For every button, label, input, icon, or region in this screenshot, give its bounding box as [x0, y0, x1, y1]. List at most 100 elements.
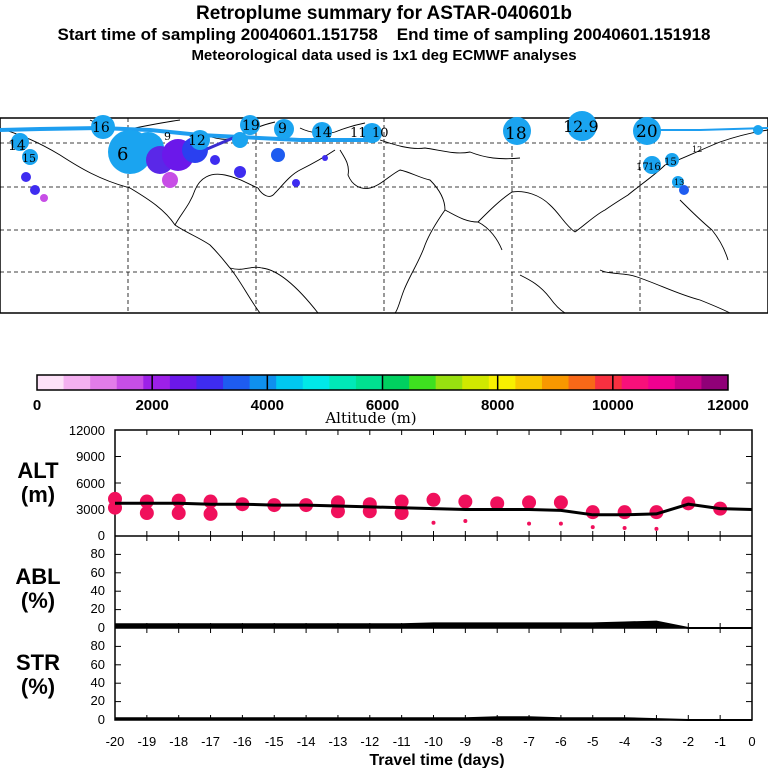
- colorbar-cell: [595, 375, 623, 390]
- colorbar-cell: [169, 375, 197, 390]
- abl-ytick: 20: [91, 601, 105, 616]
- abl-ytick: 0: [98, 620, 105, 635]
- cluster-point: [553, 495, 568, 510]
- colorbar-cell: [568, 375, 596, 390]
- colorbar-cell: [143, 375, 171, 390]
- map-label: 6: [117, 144, 128, 165]
- met-data-note: Meteorological data used is 1x1 deg ECMW…: [191, 47, 577, 64]
- cluster-marker: [240, 115, 260, 135]
- colorbar-cell: [701, 375, 729, 390]
- cluster-point: [171, 506, 186, 521]
- str-ytick: 20: [91, 693, 105, 708]
- cluster-marker: [679, 185, 689, 195]
- cluster-marker: [30, 185, 40, 195]
- colorbar-cell: [90, 375, 118, 390]
- x-ticklabel: -10: [424, 734, 443, 749]
- map-label: 14: [8, 138, 26, 154]
- colorbar-ticklabel: 6000: [366, 397, 399, 414]
- cluster-marker: [503, 117, 531, 145]
- alt-ytick: 12000: [69, 423, 105, 438]
- start-time: Start time of sampling 20040601.151758: [57, 25, 378, 44]
- cluster-marker: [312, 122, 332, 142]
- cluster-marker: [567, 111, 597, 141]
- cluster-marker: [665, 153, 679, 167]
- colorbar-ticklabel: 8000: [481, 397, 514, 414]
- x-ticklabel: -15: [265, 734, 284, 749]
- trajectory-line: [0, 125, 370, 142]
- time-series-panels: ALT (m) ABL (%) STR (%) 12000 9000 6000 …: [15, 423, 755, 768]
- map-label: 17: [636, 162, 649, 173]
- colorbar-cell: [302, 375, 330, 390]
- map-label: 15: [664, 157, 677, 168]
- x-ticklabel: -4: [619, 734, 631, 749]
- x-ticklabel: -19: [137, 734, 156, 749]
- abl-ytick: 40: [91, 583, 105, 598]
- alt-panel-marks: [108, 491, 753, 531]
- x-ticklabel: -1: [714, 734, 726, 749]
- abl-panel-unit: (%): [21, 588, 55, 613]
- cluster-point: [654, 526, 659, 531]
- colorbar-cell: [196, 375, 224, 390]
- x-ticklabel: -16: [233, 734, 252, 749]
- cluster-marker: [271, 148, 285, 162]
- colorbar-cell: [462, 375, 490, 390]
- cluster-point: [558, 521, 563, 526]
- map-label: 15: [22, 152, 36, 165]
- cluster-point: [431, 520, 436, 525]
- map-label: 12: [188, 133, 206, 149]
- map-label: 10: [372, 126, 389, 141]
- cluster-point: [139, 506, 154, 521]
- x-axis-label: Travel time (days): [369, 752, 504, 768]
- colorbar-cell: [355, 375, 383, 390]
- cluster-point: [463, 518, 468, 523]
- str-panel-unit: (%): [21, 674, 55, 699]
- sampling-times: Start time of sampling 20040601.151758 E…: [0, 25, 768, 45]
- colorbar-cell: [37, 375, 65, 390]
- end-time: End time of sampling 20040601.151918: [396, 25, 711, 44]
- str-panel-label: STR: [16, 650, 60, 675]
- map-label: 16: [92, 120, 110, 136]
- x-ticklabel: -8: [491, 734, 503, 749]
- str-panel-marks: [114, 716, 752, 721]
- colorbar-label: Altitude (m): [324, 409, 416, 427]
- cluster-point: [590, 525, 595, 530]
- abl-ytick: 80: [91, 546, 105, 561]
- alt-ytick: 9000: [76, 449, 105, 464]
- cluster-marker: [643, 156, 661, 174]
- map-label: 19: [242, 118, 260, 134]
- map-label: 18: [505, 124, 527, 144]
- colorbar-ticklabel: 4000: [251, 397, 284, 414]
- cluster-point: [139, 494, 154, 509]
- alt-ytick: 3000: [76, 502, 105, 517]
- map-label: 11: [350, 126, 367, 141]
- colorbar-cell: [541, 375, 570, 390]
- map-label: 12: [692, 145, 702, 154]
- colorbar-cells: [37, 375, 729, 390]
- cluster-marker: [11, 133, 29, 151]
- map-label: 14: [314, 125, 332, 141]
- cluster-marker: [322, 155, 328, 161]
- colorbar-cell: [515, 375, 543, 390]
- alt-ytick: 0: [98, 528, 105, 543]
- cluster-point: [426, 492, 441, 507]
- cluster-point: [203, 506, 218, 521]
- colorbar-frame: [36, 374, 729, 391]
- cluster-marker: [210, 155, 220, 165]
- x-ticklabel: -12: [360, 734, 379, 749]
- panel-labels: ALT (m) ABL (%) STR (%): [15, 458, 60, 699]
- str-ytick: 80: [91, 638, 105, 653]
- cluster-labels: 14 15 16 12 9 19 9 14 11 10 18 12.9 20 1…: [8, 117, 702, 187]
- cluster-point: [585, 505, 600, 520]
- cluster-marker: [234, 166, 246, 178]
- str-ytick: 0: [98, 712, 105, 727]
- cluster-marker: [91, 115, 115, 139]
- cluster-marker: [22, 149, 38, 165]
- x-ticklabel: -9: [460, 734, 472, 749]
- trajectory-line-east: [650, 127, 768, 131]
- cluster-point: [394, 494, 409, 509]
- cluster-marker: [362, 123, 382, 143]
- cluster-marker: [40, 194, 48, 202]
- cluster-point: [394, 506, 409, 521]
- colorbar-cell: [249, 375, 277, 390]
